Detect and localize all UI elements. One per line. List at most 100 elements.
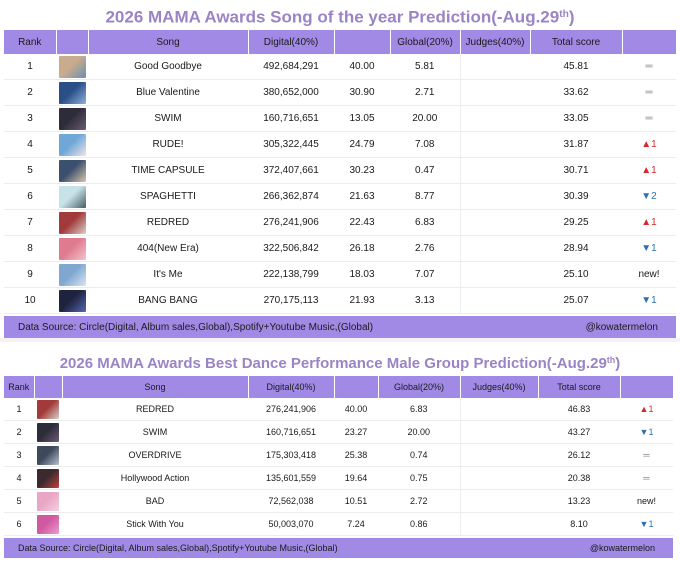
header-global: Global(20%)	[378, 376, 461, 398]
change-cell: ▲1	[622, 157, 676, 184]
header-total: Total score	[530, 30, 623, 54]
digital-cell: 222,138,799	[248, 261, 334, 288]
rank-cell: 3	[4, 105, 56, 132]
header-song: Song	[62, 376, 249, 398]
digital-score-cell: 21.93	[334, 287, 390, 314]
footer-handle: @kowatermelon	[585, 322, 658, 333]
digital-cell: 276,241,906	[248, 209, 334, 236]
digital-cell: 160,716,651	[248, 105, 334, 132]
total-cell: 46.83	[538, 398, 620, 421]
digital-cell: 322,506,842	[248, 235, 334, 262]
rank-cell: 1	[4, 54, 56, 80]
overdrive-art	[37, 445, 59, 465]
rank-cell: 7	[4, 209, 56, 236]
digital-cell: 160,716,651	[248, 420, 334, 444]
global-cell: 0.86	[378, 512, 460, 536]
song-cell: RUDE!	[88, 131, 248, 158]
bad-art	[37, 491, 59, 511]
blue-art	[58, 81, 86, 104]
digital-score-cell: 19.64	[334, 466, 378, 490]
digital-cell: 72,562,038	[248, 489, 334, 513]
table-row: 6 SPAGHETTI 266,362,874 21.63 8.77 30.39 ▼2	[4, 183, 676, 210]
judges-cell	[459, 398, 538, 421]
digital-cell: 305,322,445	[248, 131, 334, 158]
change-cell: ═	[622, 79, 676, 106]
group-art	[58, 107, 86, 130]
bang-art	[58, 289, 86, 312]
art-cell	[56, 54, 88, 80]
rank-cell: 9	[4, 261, 56, 288]
header-art	[56, 30, 89, 54]
rank-cell: 5	[4, 489, 34, 513]
art-cell	[56, 79, 88, 106]
art-cell	[56, 157, 88, 184]
table1-body: 1 Good Goodbye 492,684,291 40.00 5.81 45.81 ═ 2…	[4, 54, 676, 314]
digital-cell: 372,407,661	[248, 157, 334, 184]
song-cell: OVERDRIVE	[62, 443, 248, 467]
global-cell: 6.83	[378, 398, 460, 421]
song-cell: Blue Valentine	[88, 79, 248, 106]
header-art	[34, 376, 63, 398]
best-dance-performance-table: Rank Song Digital(40%) Global(20%) Judge…	[4, 376, 673, 536]
judges-cell	[459, 183, 530, 210]
judges-cell	[459, 443, 538, 467]
art-cell	[56, 261, 88, 288]
judges-cell	[459, 131, 530, 158]
art-cell	[34, 489, 62, 513]
header-song: Song	[88, 30, 249, 54]
redred-art	[37, 399, 59, 419]
art-cell	[34, 420, 62, 444]
global-cell: 3.13	[390, 287, 460, 314]
art-cell	[56, 131, 88, 158]
digital-score-cell: 30.23	[334, 157, 390, 184]
global-cell: 0.47	[390, 157, 460, 184]
total-cell: 8.10	[538, 512, 620, 536]
total-cell: 20.38	[538, 466, 620, 490]
digital-cell: 492,684,291	[248, 54, 334, 80]
table-row: 1 REDRED 276,241,906 40.00 6.83 46.83 ▲1	[4, 398, 673, 421]
stick-art	[37, 514, 59, 534]
digital-score-cell: 24.79	[334, 131, 390, 158]
song-cell: SPAGHETTI	[88, 183, 248, 210]
change-cell: ═	[622, 105, 676, 132]
rank-cell: 1	[4, 398, 34, 421]
change-cell: ▲1	[622, 131, 676, 158]
global-cell: 7.08	[390, 131, 460, 158]
rude-art	[58, 133, 86, 156]
digital-cell: 175,303,418	[248, 443, 334, 467]
change-cell: ▲1	[620, 398, 673, 421]
song-of-the-year-panel: 2026 MAMA Awards Song of the year Predic…	[4, 7, 676, 340]
total-cell: 30.39	[530, 183, 622, 210]
global-cell: 5.81	[390, 54, 460, 80]
table1-header-row: Rank Song Digital(40%) Global(20%) Judge…	[4, 30, 676, 54]
header-total: Total score	[538, 376, 621, 398]
table-row: 9 It's Me 222,138,799 18.03 7.07 25.10 new!	[4, 261, 676, 288]
song-cell: BAD	[62, 489, 248, 513]
sky-art	[58, 263, 86, 286]
judges-cell	[459, 512, 538, 536]
table2-footer: Data Source: Circle(Digital, Album sales…	[4, 538, 673, 558]
header-rank: Rank	[4, 30, 57, 54]
song-cell: SWIM	[88, 105, 248, 132]
change-cell: ▼2	[622, 183, 676, 210]
rank-cell: 6	[4, 183, 56, 210]
judges-cell	[459, 79, 530, 106]
art-cell	[34, 398, 62, 421]
total-cell: 33.05	[530, 105, 622, 132]
total-cell: 26.12	[538, 443, 620, 467]
table-row: 6 Stick With You 50,003,070 7.24 0.86 8.10 ▼1	[4, 512, 673, 536]
digital-cell: 135,601,559	[248, 466, 334, 490]
song-cell: Hollywood Action	[62, 466, 248, 490]
digital-score-cell: 13.05	[334, 105, 390, 132]
art-cell	[56, 209, 88, 236]
table1-title: 2026 MAMA Awards Song of the year Predic…	[105, 7, 575, 27]
total-cell: 28.94	[530, 235, 622, 262]
table-row: 8 404(New Era) 322,506,842 26.18 2.76 28.94 ▼1	[4, 235, 676, 262]
panel-divider	[0, 338, 680, 342]
total-cell: 33.62	[530, 79, 622, 106]
table-row: 5 BAD 72,562,038 10.51 2.72 13.23 new!	[4, 489, 673, 513]
table-row: 2 Blue Valentine 380,652,000 30.90 2.71 33.62…	[4, 79, 676, 106]
digital-cell: 50,003,070	[248, 512, 334, 536]
global-cell: 7.07	[390, 261, 460, 288]
change-cell: ▼1	[620, 512, 673, 536]
